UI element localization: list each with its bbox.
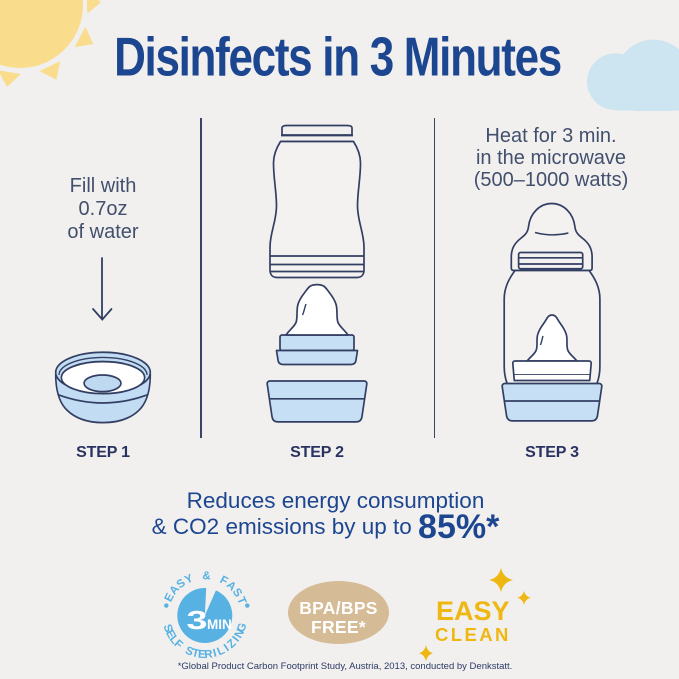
svg-text:E: E <box>198 649 207 662</box>
svg-text:R: R <box>204 648 214 661</box>
svg-text:MIN: MIN <box>207 617 232 632</box>
svg-text:3: 3 <box>187 606 208 635</box>
svg-text:L: L <box>215 645 226 659</box>
svg-text:T: T <box>234 595 248 606</box>
svg-text:G: G <box>235 622 249 634</box>
svg-text:F: F <box>218 574 230 588</box>
svg-text:S: S <box>161 623 175 634</box>
svg-text:I: I <box>222 642 231 654</box>
svg-text:T: T <box>191 647 201 660</box>
svg-text:I: I <box>231 634 243 644</box>
svg-text:I: I <box>212 647 218 659</box>
svg-text:&: & <box>202 570 211 582</box>
